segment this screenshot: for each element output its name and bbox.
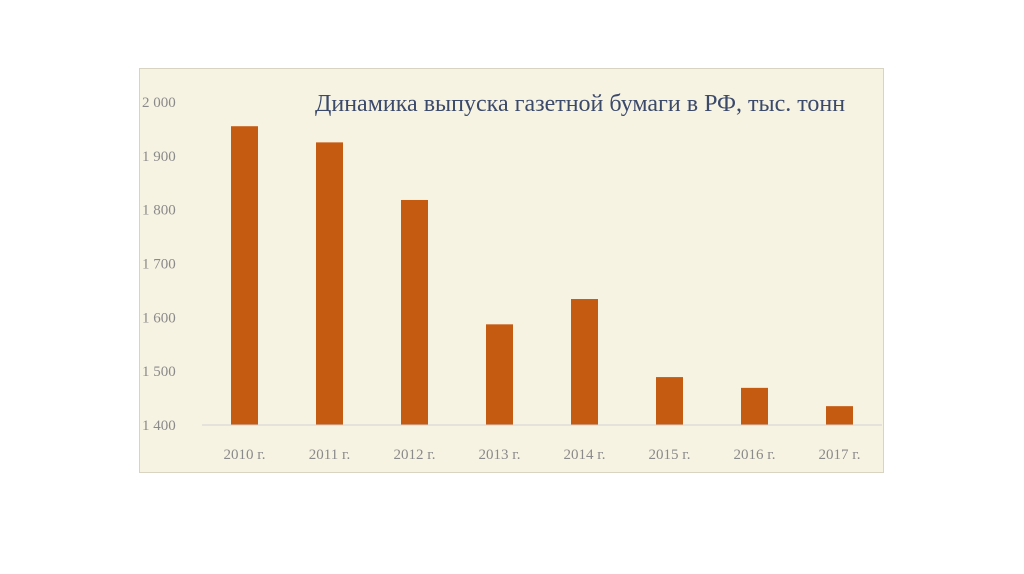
- y-tick-label: 1 600: [142, 310, 176, 326]
- y-tick-label: 1 500: [142, 364, 176, 380]
- bar: [826, 406, 853, 425]
- x-tick-label: 2015 г.: [649, 447, 691, 463]
- x-tick-label: 2012 г.: [394, 447, 436, 463]
- bar-chart: Динамика выпуска газетной бумаги в РФ, т…: [142, 91, 882, 463]
- x-tick-label: 2011 г.: [309, 447, 350, 463]
- y-tick-label: 1 700: [142, 257, 176, 273]
- bars-group: [231, 126, 853, 425]
- bar: [231, 126, 258, 425]
- chart-title: Динамика выпуска газетной бумаги в РФ, т…: [315, 91, 845, 117]
- y-tick-label: 1 400: [142, 418, 176, 434]
- x-axis: 2010 г. 2011 г. 2012 г. 2013 г. 2014 г. 2015 …: [224, 447, 861, 463]
- bar: [486, 324, 513, 425]
- chart-panel: Динамика выпуска газетной бумаги в РФ, т…: [139, 68, 884, 473]
- bar: [656, 377, 683, 425]
- bar: [571, 299, 598, 425]
- bar: [316, 142, 343, 425]
- x-tick-label: 2017 г.: [819, 447, 861, 463]
- y-axis: 1 400 1 500 1 600 1 700 1 800 1 900 2 000: [142, 95, 176, 434]
- y-tick-label: 1 800: [142, 203, 176, 219]
- x-tick-label: 2016 г.: [734, 447, 776, 463]
- x-tick-label: 2010 г.: [224, 447, 266, 463]
- x-tick-label: 2014 г.: [564, 447, 606, 463]
- bar: [401, 199, 428, 425]
- y-tick-label: 1 900: [142, 149, 176, 165]
- x-tick-label: 2013 г.: [479, 447, 521, 463]
- bar: [741, 387, 768, 425]
- y-tick-label: 2 000: [142, 95, 176, 111]
